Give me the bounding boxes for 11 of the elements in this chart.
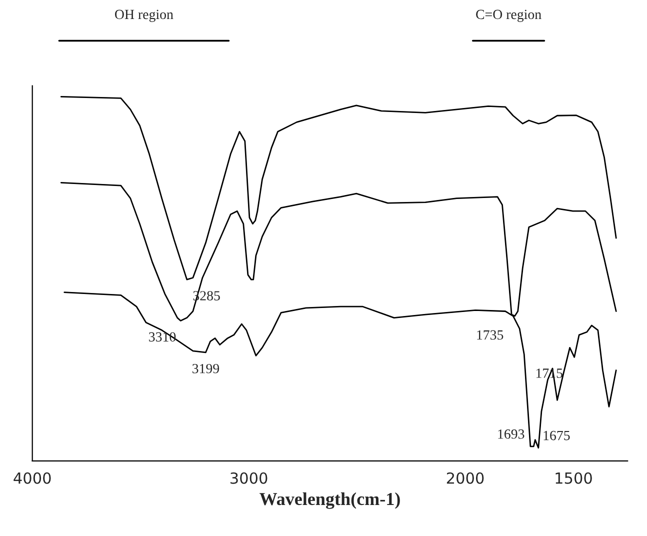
x-tick-label: 2000 <box>446 472 484 484</box>
x-tick-label: 4000 <box>14 472 51 484</box>
annotation: 1735 <box>477 330 504 340</box>
x-axis-title: Wavelength(cm-1) <box>260 492 400 509</box>
annotation: 1693 <box>498 429 524 439</box>
x-tick-label: 1500 <box>556 472 592 484</box>
annotation: 3199 <box>192 364 220 374</box>
annotation: 1675 <box>544 430 570 440</box>
x-tick-label: 3000 <box>230 472 268 484</box>
text: OH region <box>115 10 174 22</box>
text: C=O region <box>476 10 542 22</box>
